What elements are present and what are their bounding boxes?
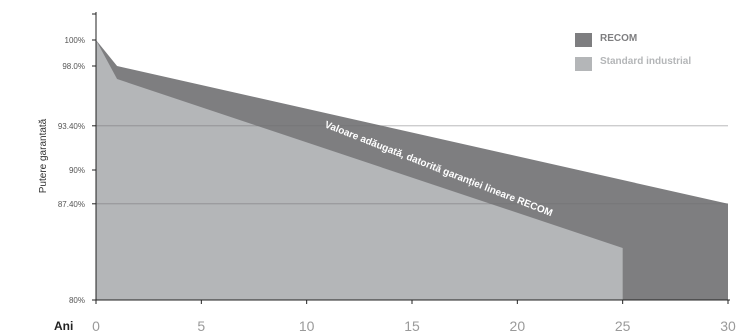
x-ticks: 0 5 10 15 20 25 30 bbox=[92, 300, 736, 334]
legend-label-recom: RECOM bbox=[600, 33, 637, 44]
grid-layer bbox=[96, 125, 728, 205]
x-tick-label-1: 5 bbox=[197, 318, 205, 334]
series-layer bbox=[96, 40, 728, 300]
x-tick-label-6: 30 bbox=[720, 318, 736, 334]
legend-label-standard: Standard industrial bbox=[600, 56, 691, 67]
y-tick-label-0: 100% bbox=[65, 36, 85, 45]
legend: RECOM Standard industrial bbox=[575, 33, 691, 71]
y-tick-label-1: 98.0% bbox=[62, 62, 85, 71]
legend-swatch-standard bbox=[575, 57, 592, 71]
area-series-1 bbox=[96, 40, 623, 300]
y-axis-title: Putere garantată bbox=[38, 118, 49, 193]
x-axis-title: Ani bbox=[54, 319, 73, 333]
x-tick-label-2: 10 bbox=[299, 318, 315, 334]
legend-swatch-recom bbox=[575, 33, 592, 47]
x-tick-label-3: 15 bbox=[404, 318, 420, 334]
y-tick-label-3: 90% bbox=[69, 166, 85, 175]
y-ticks: 100% 98.0% 93.40% 90% 87.40% 80% bbox=[58, 13, 96, 305]
y-tick-label-5: 80% bbox=[69, 296, 85, 305]
x-tick-label-5: 25 bbox=[615, 318, 631, 334]
y-tick-label-4: 87.40% bbox=[58, 200, 85, 209]
x-tick-label-4: 20 bbox=[510, 318, 526, 334]
x-tick-label-0: 0 bbox=[92, 318, 100, 334]
y-tick-label-2: 93.40% bbox=[58, 122, 85, 131]
